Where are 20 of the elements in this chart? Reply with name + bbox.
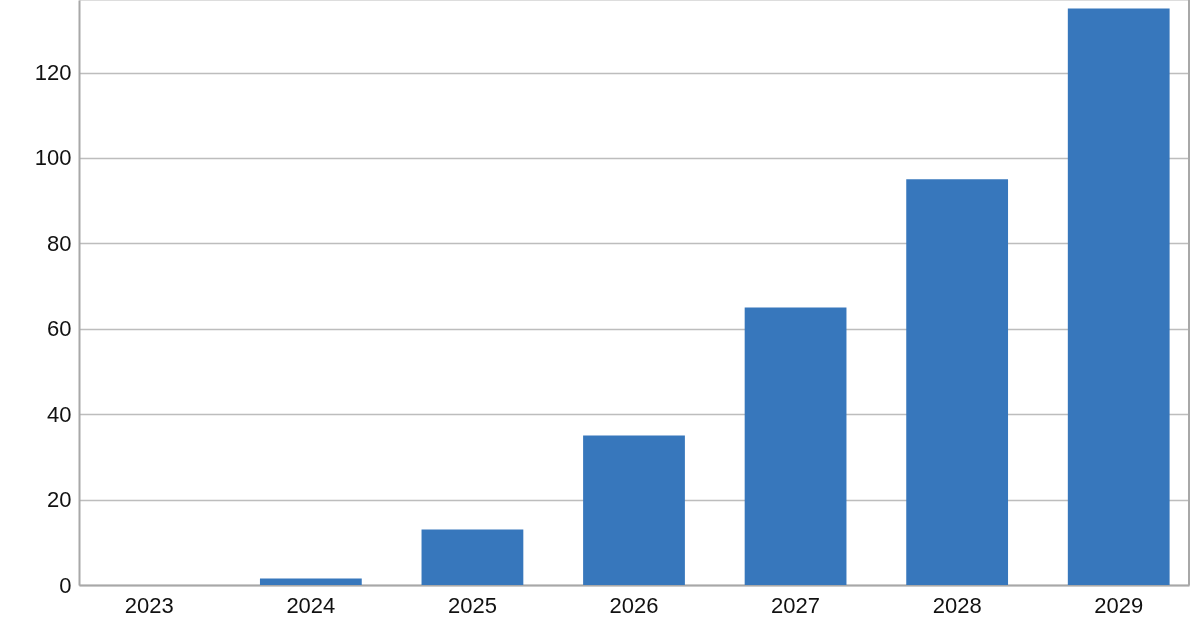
x-tick-label: 2023 [124,592,174,618]
y-tick-label: 20 [47,487,72,513]
x-tick-label: 2029 [1094,592,1144,618]
bar [259,578,362,585]
y-tick-label: 120 [34,60,72,86]
y-tick-label: 0 [59,572,72,598]
bar [421,529,524,585]
bar [1067,8,1170,585]
x-tick-label: 2026 [609,592,659,618]
y-tick-label: 40 [47,401,72,427]
y-tick-label: 80 [47,230,72,256]
bar [583,435,685,585]
x-tick-label: 2024 [286,592,336,618]
x-tick-label: 2027 [771,592,821,618]
y-tick-label: 60 [47,316,72,342]
bar [744,307,847,585]
bar [906,179,1009,585]
y-tick-label: 100 [34,145,72,171]
x-tick-label: 2025 [447,592,497,618]
x-tick-label: 2028 [932,592,982,618]
